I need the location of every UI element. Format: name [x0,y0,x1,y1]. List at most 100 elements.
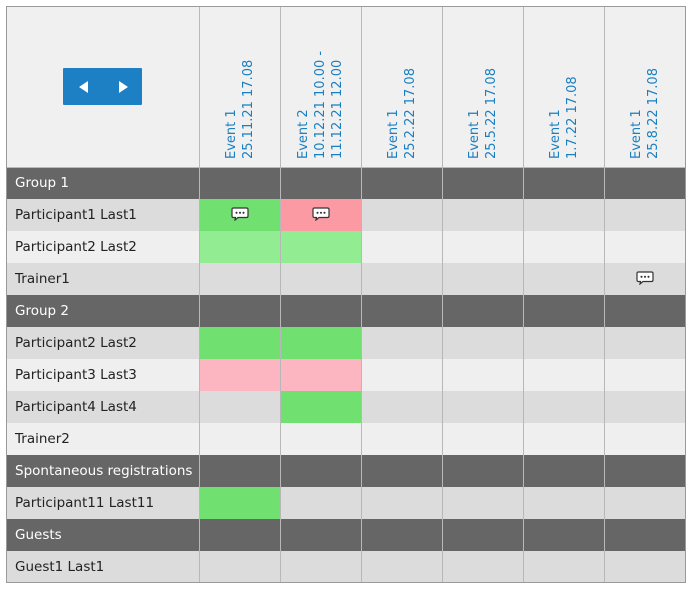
attendance-cell[interactable] [199,551,280,583]
attendance-cell[interactable] [442,551,523,583]
attendance-cell[interactable] [604,263,685,295]
participant-name[interactable]: Participant3 Last3 [15,367,137,383]
attendance-cell[interactable] [442,327,523,359]
column-divider [442,6,443,583]
attendance-cell[interactable] [361,263,442,295]
participant-row [6,263,686,295]
attendance-cell[interactable] [604,231,685,263]
attendance-cell[interactable] [280,231,361,263]
event-column-header[interactable]: Event 1 25.5.22 17.08 [442,6,523,167]
event-column-header[interactable]: Event 1 25.11.21 17.08 [199,6,280,167]
column-divider [361,6,362,583]
attendance-cell[interactable] [604,327,685,359]
attendance-cell[interactable] [361,551,442,583]
participant-name[interactable]: Trainer2 [15,431,70,447]
next-period-button[interactable] [103,68,142,105]
attendance-cell[interactable] [199,199,280,231]
prev-period-button[interactable] [63,68,102,105]
group-label: Spontaneous registrations [15,463,193,479]
attendance-cell[interactable] [523,359,604,391]
attendance-cell[interactable] [523,327,604,359]
attendance-cell[interactable] [361,199,442,231]
attendance-cell[interactable] [604,551,685,583]
event-label-line: 25.11.21 17.08 [240,59,256,159]
attendance-cell[interactable] [523,199,604,231]
attendance-cell[interactable] [361,231,442,263]
group-row [6,295,686,327]
attendance-cell[interactable] [361,391,442,423]
event-label-line: Event 1 [628,109,644,159]
attendance-cell[interactable] [199,359,280,391]
participant-name[interactable]: Participant4 Last4 [15,399,137,415]
attendance-cell[interactable] [523,551,604,583]
attendance-cell[interactable] [604,359,685,391]
event-column-label: Event 1 25.2.22 17.08 [385,68,419,159]
attendance-cell[interactable] [199,423,280,455]
header-divider [6,167,686,168]
attendance-cell[interactable] [361,327,442,359]
group-row [6,519,686,551]
attendance-cell[interactable] [604,199,685,231]
attendance-cell[interactable] [280,359,361,391]
attendance-cell[interactable] [523,263,604,295]
comment-icon[interactable] [230,207,249,221]
attendance-cell[interactable] [523,391,604,423]
attendance-cell[interactable] [442,199,523,231]
chevron-left-icon [79,81,88,93]
event-label-line: 10.12.21 10.00 - [313,50,328,159]
attendance-cell[interactable] [361,423,442,455]
participant-name[interactable]: Participant2 Last2 [15,239,137,255]
attendance-cell[interactable] [442,231,523,263]
participant-name[interactable]: Participant11 Last11 [15,495,155,511]
participant-row [6,487,686,519]
attendance-cell[interactable] [199,263,280,295]
event-column-header[interactable]: Event 1 1.7.22 17.08 [523,6,604,167]
chevron-right-icon [119,81,128,93]
attendance-cell[interactable] [442,487,523,519]
comment-icon[interactable] [311,207,330,221]
attendance-cell[interactable] [523,231,604,263]
attendance-cell[interactable] [280,199,361,231]
participant-name[interactable]: Participant1 Last1 [15,207,137,223]
event-column-label: Event 1 25.5.22 17.08 [466,68,500,159]
event-column-header[interactable]: Event 2 10.12.21 10.00 -11.12.21 12.00 [280,6,361,167]
participant-name[interactable]: Guest1 Last1 [15,559,105,575]
attendance-cell[interactable] [442,263,523,295]
column-divider [685,6,686,583]
attendance-cell[interactable] [280,263,361,295]
attendance-cell[interactable] [604,423,685,455]
attendance-cell[interactable] [280,391,361,423]
attendance-cell[interactable] [199,487,280,519]
event-label-line: 11.12.21 12.00 [330,59,345,159]
column-divider [523,6,524,583]
comment-icon[interactable] [635,271,654,285]
event-column-header[interactable]: Event 1 25.2.22 17.08 [361,6,442,167]
attendance-cell[interactable] [604,487,685,519]
attendance-cell[interactable] [361,359,442,391]
attendance-cell[interactable] [280,327,361,359]
attendance-cell[interactable] [523,423,604,455]
attendance-cell[interactable] [199,231,280,263]
participant-name[interactable]: Trainer1 [15,271,70,287]
attendance-cell[interactable] [199,391,280,423]
event-label-line: 25.8.22 17.08 [645,68,661,159]
event-label-line: 25.2.22 17.08 [402,68,418,159]
event-label-line: Event 1 [385,109,401,159]
event-column-header[interactable]: Event 1 25.8.22 17.08 [604,6,685,167]
attendance-cell[interactable] [199,327,280,359]
attendance-cell[interactable] [442,391,523,423]
attendance-cell[interactable] [604,391,685,423]
attendance-cell[interactable] [442,423,523,455]
group-label: Guests [15,527,62,543]
participant-name[interactable]: Participant2 Last2 [15,335,137,351]
attendance-cell[interactable] [442,359,523,391]
attendance-cell[interactable] [523,487,604,519]
event-label-line: Event 2 [296,109,311,159]
attendance-cell[interactable] [280,487,361,519]
column-divider [280,6,281,583]
attendance-cell[interactable] [361,487,442,519]
attendance-cell[interactable] [280,551,361,583]
attendance-cell[interactable] [280,423,361,455]
event-column-label: Event 1 25.11.21 17.08 [223,60,257,159]
event-label-line: Event 1 [223,109,239,159]
